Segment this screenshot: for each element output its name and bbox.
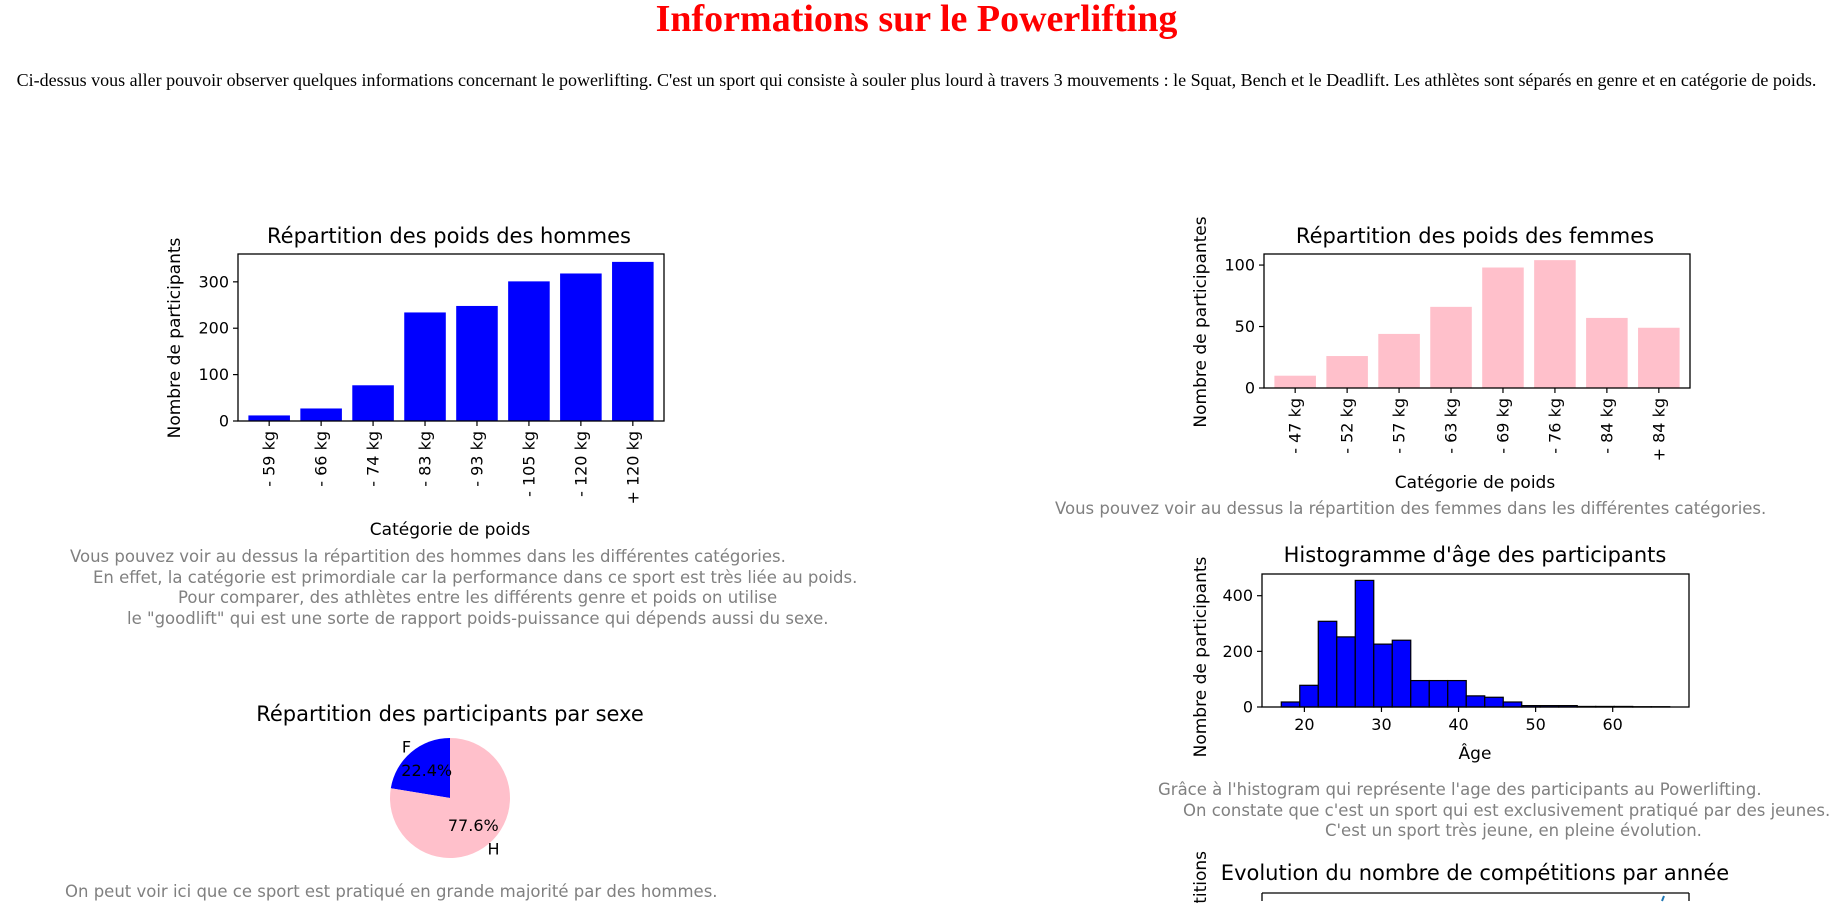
competitions-y-axis-label: Nombre de compétitions: [1191, 851, 1211, 903]
competitions-line-peak: [1662, 896, 1664, 901]
competitions-chart-title: Evolution du nombre de compétitions par …: [1221, 861, 1729, 885]
